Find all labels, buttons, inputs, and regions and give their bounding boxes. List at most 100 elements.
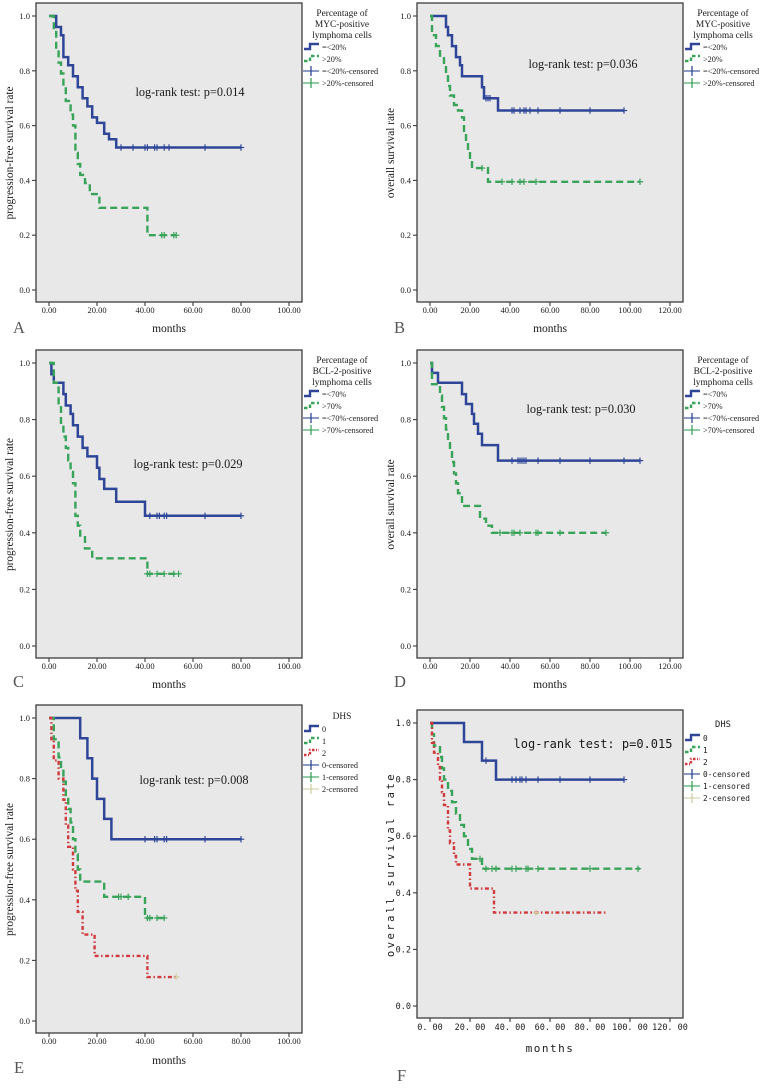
y-tick-label: 0.2: [19, 230, 30, 240]
legend-line-marker: [304, 389, 319, 398]
panel-d: 0.0 0.2 0.4 0.6 0.8 1.0 0.00 20.00 40.00 60.00 80.…: [381, 340, 762, 695]
y-tick-label: 0.0: [400, 285, 411, 295]
y-tick-label: 0.8: [19, 774, 30, 784]
panel-f-plot: 0.0 0.2 0.4 0.6 0.8 1.0 0. 00 20. 00 40. 00 60. 0…: [385, 709, 750, 1085]
legend-line-marker: [685, 42, 700, 51]
x-tick-label: 0.00: [42, 1036, 57, 1046]
series->70%: [49, 361, 179, 575]
panel-letter: D: [394, 672, 406, 691]
legend-item-label: 1: [322, 737, 326, 746]
legend-line-marker: [304, 401, 319, 410]
legend-title: MYC-positive: [315, 20, 369, 30]
legend-item-label: >20%-censored: [703, 79, 754, 88]
y-tick-label: 0.2: [19, 584, 30, 594]
y-tick-label: 0.4: [396, 889, 411, 899]
x-tick-label: 120.00: [658, 661, 681, 671]
x-tick-label: 0.00: [423, 661, 438, 671]
x-tick-label: 60.00: [183, 661, 202, 671]
legend-title: Percentage of: [316, 355, 368, 366]
x-tick-label: 100. 00: [612, 1023, 648, 1033]
y-tick-label: 0.6: [19, 471, 30, 481]
y-tick-label: 1.0: [400, 11, 411, 21]
log-rank-annotation: log-rank test: p=0.014: [135, 85, 244, 99]
y-axis-label: progression-free survival rate: [4, 438, 16, 571]
legend-item-label: 1-censored: [322, 773, 358, 782]
legend-item-label: >70%-censored: [703, 426, 754, 435]
y-tick-label: 0.4: [400, 528, 411, 538]
legend-item-label: =<70%-censored: [703, 414, 759, 423]
legend-item-label: >70%-censored: [322, 426, 373, 435]
panel-letter: E: [14, 1058, 24, 1077]
series-=<70%: [430, 361, 640, 462]
panel-letter: B: [394, 318, 405, 337]
panel-b: 0.0 0.2 0.4 0.6 0.8 1.0 0.00 20.00 40.00 60.00 80.…: [381, 0, 762, 340]
panel-letter: C: [13, 672, 24, 691]
panel-c: 0.0 0.2 0.4 0.6 0.8 1.0 0.00 20.00 40.00 60.00 80.…: [0, 340, 381, 695]
legend-line-marker: [685, 401, 700, 410]
y-tick-label: 0.0: [19, 641, 30, 651]
x-tick-label: 40. 00: [495, 1023, 526, 1033]
panel-e-plot: 0.0 0.2 0.4 0.6 0.8 1.0 0.00 20.00 40.00 60.00 80.…: [4, 704, 358, 1077]
y-tick-label: 0.4: [400, 175, 411, 185]
legend-item-label: 2: [703, 758, 708, 767]
plot-area: [35, 349, 303, 659]
legend-title: lymphoma cells: [312, 378, 372, 388]
y-axis-label: progression-free survival rate: [4, 803, 16, 936]
legend-title: Percentage of: [697, 8, 749, 19]
legend-item-label: =<20%: [703, 43, 727, 52]
legend-item-label: =<20%-censored: [703, 67, 759, 76]
y-tick-label: 0.0: [19, 285, 30, 295]
legend-item-label: 2: [322, 749, 326, 758]
x-tick-label: 100.00: [277, 1036, 300, 1046]
legend-item-label: 0-censored: [322, 761, 358, 770]
legend-title: lymphoma cells: [693, 378, 753, 388]
y-axis-label: overall survival rate: [385, 772, 397, 957]
x-tick-label: 60.00: [183, 305, 202, 315]
x-tick-label: 20. 00: [455, 1023, 486, 1033]
legend-title: MYC-positive: [696, 20, 750, 30]
legend-item-label: 0-censored: [703, 770, 750, 779]
y-tick-label: 0.6: [19, 121, 30, 131]
series->20%: [430, 14, 640, 183]
x-tick-label: 80. 00: [575, 1023, 606, 1033]
log-rank-annotation: log-rank test: p=0.030: [526, 402, 635, 416]
legend-item-label: 2-censored: [322, 785, 358, 794]
x-tick-label: 40.00: [135, 1036, 154, 1046]
x-tick-label: 60.00: [540, 661, 559, 671]
x-tick-label: 0.00: [42, 661, 57, 671]
legend-title: Percentage of: [697, 355, 749, 366]
y-tick-label: 0.8: [19, 415, 30, 425]
plot-area: [416, 2, 684, 303]
legend-title: BCL-2-positive: [694, 367, 753, 377]
y-tick-label: 0.2: [396, 945, 411, 955]
legend-item-label: 1-censored: [703, 782, 750, 791]
log-rank-annotation: log-rank test: p=0.029: [133, 457, 242, 471]
x-tick-label: 0.00: [423, 305, 438, 315]
y-tick-label: 0.0: [396, 1002, 411, 1012]
legend-item-label: >20%-censored: [322, 79, 373, 88]
legend-line-marker: [685, 54, 700, 63]
series-2: [49, 716, 179, 979]
y-tick-label: 0.6: [19, 834, 30, 844]
panel-a-plot: 0.0 0.2 0.4 0.6 0.8 1.0 0.00 20.00 40.00 60.00 80.…: [4, 2, 378, 337]
series-=<20%: [430, 14, 624, 112]
y-tick-label: 0.4: [19, 175, 30, 185]
x-tick-label: 60.00: [540, 305, 559, 315]
legend-item-label: >20%: [703, 55, 723, 64]
legend-item-label: =<70%-censored: [322, 414, 378, 423]
x-axis-label: months: [152, 679, 186, 691]
x-tick-label: 20.00: [87, 661, 106, 671]
x-tick-label: 40.00: [135, 661, 154, 671]
y-axis-label: progression-free survival rate: [4, 87, 16, 220]
x-tick-label: 60.00: [183, 1036, 202, 1046]
x-tick-label: 20.00: [87, 1036, 106, 1046]
legend-title: DHS: [333, 712, 352, 722]
legend-item-label: >70%: [322, 402, 342, 411]
legend-item-label: 1: [703, 746, 708, 755]
x-tick-label: 0.00: [42, 305, 57, 315]
legend-line-marker: [304, 724, 319, 733]
log-rank-annotation: log-rank test: p=0.015: [514, 737, 673, 751]
